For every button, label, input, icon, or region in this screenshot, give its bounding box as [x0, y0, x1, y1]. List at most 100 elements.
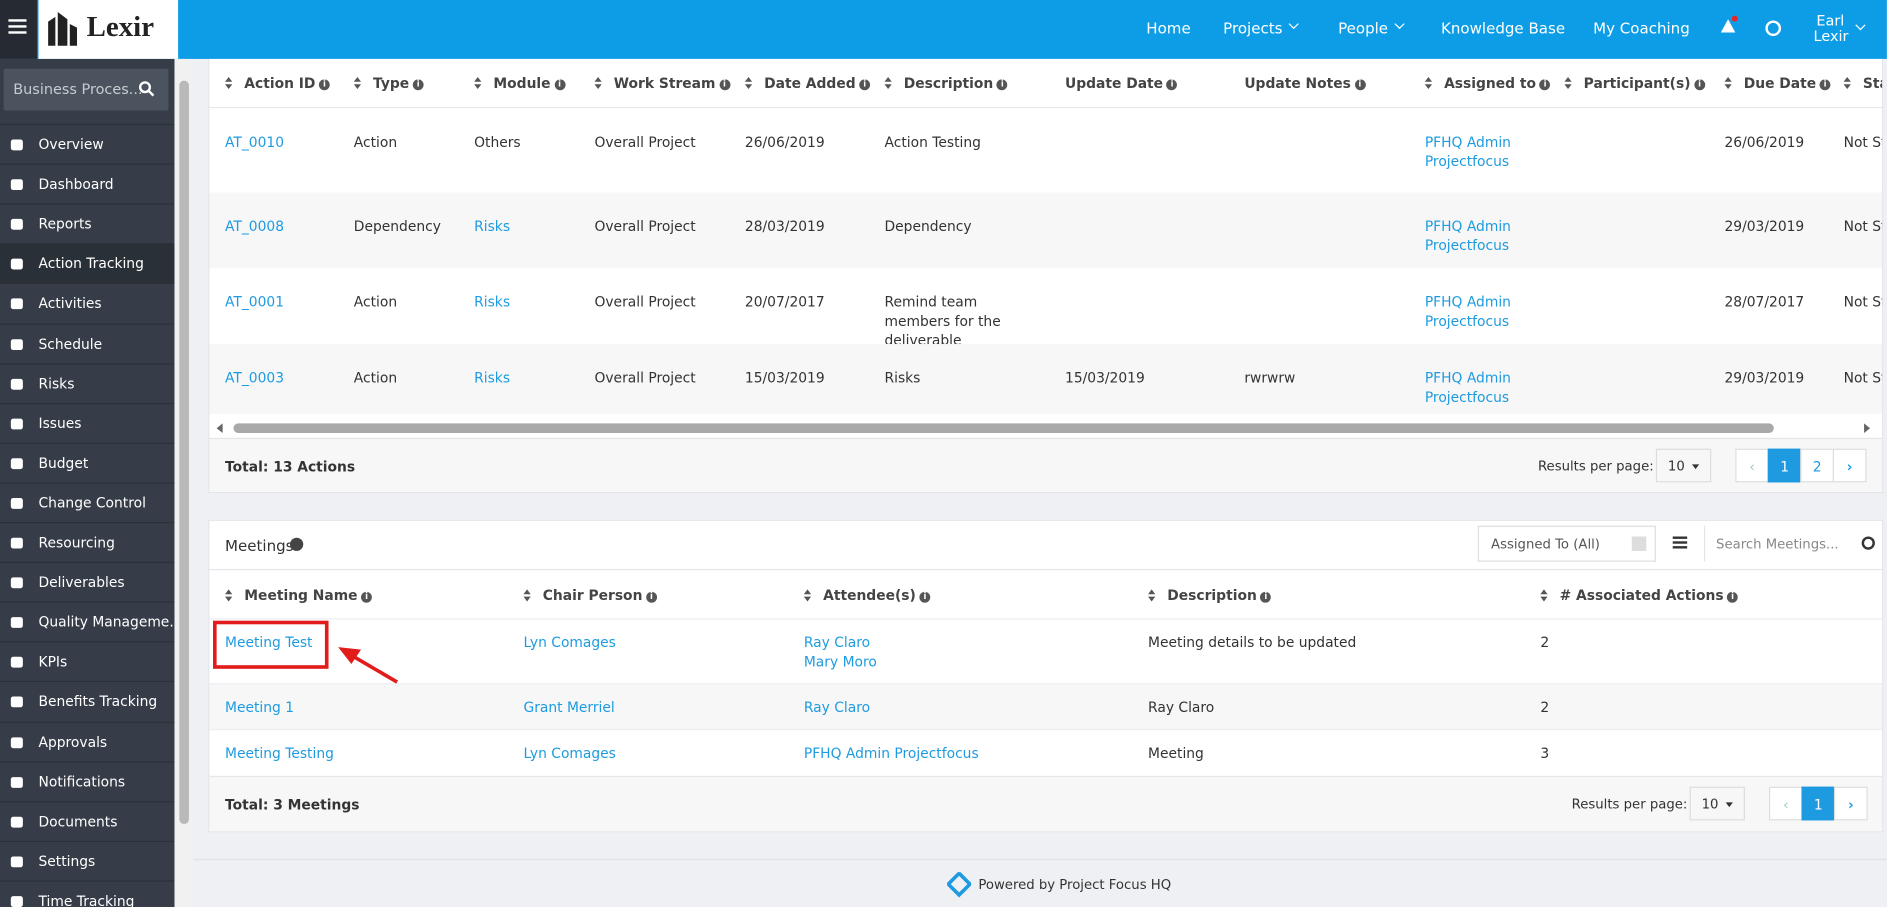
menu-item[interactable]: Overview	[0, 123, 175, 165]
action-cell-link[interactable]: AT_0010	[225, 133, 285, 151]
menu-item[interactable]: KPIs	[0, 641, 175, 683]
menu-item[interactable]: Quality Manageme...	[0, 601, 183, 643]
meeting-cell-link[interactable]: Grant Merriel	[523, 698, 615, 716]
per-page-select[interactable]: 10	[1655, 448, 1712, 483]
sort-icon[interactable]	[1148, 589, 1156, 602]
column-header[interactable]: Date Added i	[764, 75, 871, 91]
sort-icon[interactable]	[225, 589, 233, 602]
column-header[interactable]: Chair Person i	[543, 587, 657, 604]
globe-icon[interactable]	[1765, 20, 1782, 37]
menu-item[interactable]: Issues	[0, 402, 175, 444]
meeting-cell-link[interactable]: PFHQ Admin Projectfocus	[803, 744, 979, 762]
menu-item[interactable]: Documents	[0, 800, 175, 842]
menu-item[interactable]: Approvals	[0, 721, 175, 762]
list-icon[interactable]	[1672, 536, 1688, 539]
meeting-cell-link[interactable]: Meeting 1	[225, 698, 295, 716]
meetings-search[interactable]: Search Meetings...	[1704, 525, 1882, 562]
sort-icon[interactable]	[353, 76, 362, 90]
column-header[interactable]: Stai	[1862, 74, 1882, 92]
column-header[interactable]: Module i	[493, 75, 566, 91]
action-cell-link[interactable]: PFHQ Admin Projectfocus	[1424, 369, 1511, 406]
menu-item[interactable]: Action Tracking	[0, 243, 175, 285]
per-page-select[interactable]: 10	[1689, 786, 1745, 821]
column-header[interactable]: Update Date i	[1065, 75, 1178, 91]
action-cell-link[interactable]: PFHQ Admin Projectfocus	[1424, 293, 1511, 330]
menu-item[interactable]: Deliverables	[0, 561, 175, 603]
menu-item[interactable]: Schedule	[0, 322, 175, 364]
sort-icon[interactable]	[225, 76, 233, 90]
page-prev[interactable]: ‹	[1768, 786, 1803, 821]
nav-link[interactable]: People	[1338, 19, 1389, 38]
page-button[interactable]: 1	[1767, 448, 1802, 483]
h-scroll-thumb[interactable]	[233, 423, 1774, 434]
scroll-thumb[interactable]	[179, 80, 189, 824]
page-button[interactable]: 1	[1801, 786, 1836, 821]
column-header[interactable]: Work Stream i	[614, 75, 730, 91]
sort-icon[interactable]	[523, 589, 531, 602]
action-cell-link[interactable]: AT_0003	[225, 369, 285, 387]
page-next[interactable]: ›	[1833, 786, 1868, 821]
meeting-cell-link[interactable]: Mary Moro	[803, 653, 877, 671]
sort-icon[interactable]	[744, 76, 753, 90]
menu-item[interactable]: Activities	[0, 283, 175, 324]
action-cell-link[interactable]: AT_0001	[225, 293, 285, 311]
menu-item[interactable]: Reports	[0, 203, 175, 245]
action-cell-link[interactable]: PFHQ Admin Projectfocus	[1424, 133, 1511, 170]
h-scroll-right[interactable]	[1864, 423, 1871, 434]
column-header[interactable]: Description i	[1167, 587, 1272, 604]
nav-link[interactable]: Projects	[1223, 19, 1283, 38]
column-header[interactable]: Meeting Name i	[244, 587, 372, 604]
menu-item[interactable]: Change Control	[0, 482, 175, 523]
sort-icon[interactable]	[1843, 76, 1851, 90]
column-header[interactable]: # Associated Actions i	[1560, 587, 1739, 604]
menu-item[interactable]: Resourcing	[0, 522, 175, 563]
column-header[interactable]: Participant(s) i	[1584, 75, 1705, 91]
menu-item[interactable]: Risks	[0, 362, 175, 404]
menu-item[interactable]: Benefits Tracking	[0, 681, 175, 722]
meeting-cell-link[interactable]: Lyn Comages	[523, 633, 616, 651]
column-header[interactable]: Action ID i	[244, 75, 330, 91]
nav-link[interactable]: Home	[1146, 19, 1191, 38]
action-cell-link[interactable]: Risks	[474, 369, 511, 387]
menu-item[interactable]: Time Tracking	[0, 880, 175, 907]
page-button[interactable]: 2	[1800, 448, 1834, 483]
action-cell-link[interactable]: AT_0008	[225, 217, 285, 235]
sort-icon[interactable]	[474, 76, 482, 90]
menu-toggle[interactable]	[0, 0, 38, 59]
meeting-cell-link[interactable]: Ray Claro	[803, 633, 871, 651]
meeting-cell-link[interactable]: Meeting Testing	[225, 744, 334, 762]
page-prev[interactable]: ‹	[1735, 448, 1769, 483]
column-header[interactable]: Attendee(s) i	[823, 587, 931, 604]
sort-icon[interactable]	[1424, 76, 1433, 90]
nav-link[interactable]: Knowledge Base	[1440, 19, 1566, 38]
user-name[interactable]: Earl	[1816, 12, 1845, 29]
meeting-cell-link[interactable]: Ray Claro	[803, 698, 871, 716]
sidebar-search[interactable]: Business Proces...	[3, 68, 169, 111]
h-scroll-left[interactable]	[216, 423, 223, 434]
column-header[interactable]: Assigned to i	[1444, 75, 1551, 91]
column-header[interactable]: Type i	[373, 75, 424, 91]
column-header[interactable]: Description i	[904, 75, 1008, 91]
nav-link[interactable]: My Coaching	[1593, 19, 1690, 38]
assigned-filter[interactable]: Assigned To (All)	[1477, 525, 1656, 562]
sort-icon[interactable]	[803, 589, 812, 602]
sort-icon[interactable]	[1564, 76, 1572, 90]
menu-item[interactable]: Notifications	[0, 760, 175, 802]
alert-icon[interactable]	[1720, 19, 1736, 33]
action-cell-link[interactable]: Risks	[474, 293, 511, 311]
sort-icon[interactable]	[1724, 76, 1732, 90]
menu-item[interactable]: Dashboard	[0, 163, 175, 205]
sort-icon[interactable]	[1540, 589, 1548, 602]
column-header[interactable]: Due Date i	[1744, 75, 1831, 91]
action-cell-link[interactable]: Risks	[474, 217, 511, 235]
meeting-cell-link[interactable]: Lyn Comages	[523, 744, 616, 762]
sort-icon[interactable]	[884, 76, 892, 90]
column-header[interactable]: Update Notes i	[1244, 75, 1366, 91]
meeting-cell-link[interactable]: Meeting Test	[225, 633, 313, 651]
menu-item[interactable]: Budget	[0, 442, 175, 483]
menu-item[interactable]: Settings	[0, 840, 175, 882]
sort-icon[interactable]	[594, 76, 602, 90]
user-name[interactable]: Lexir	[1813, 27, 1849, 45]
action-cell-link[interactable]: PFHQ Admin Projectfocus	[1424, 217, 1511, 254]
page-next[interactable]: ›	[1832, 448, 1867, 483]
